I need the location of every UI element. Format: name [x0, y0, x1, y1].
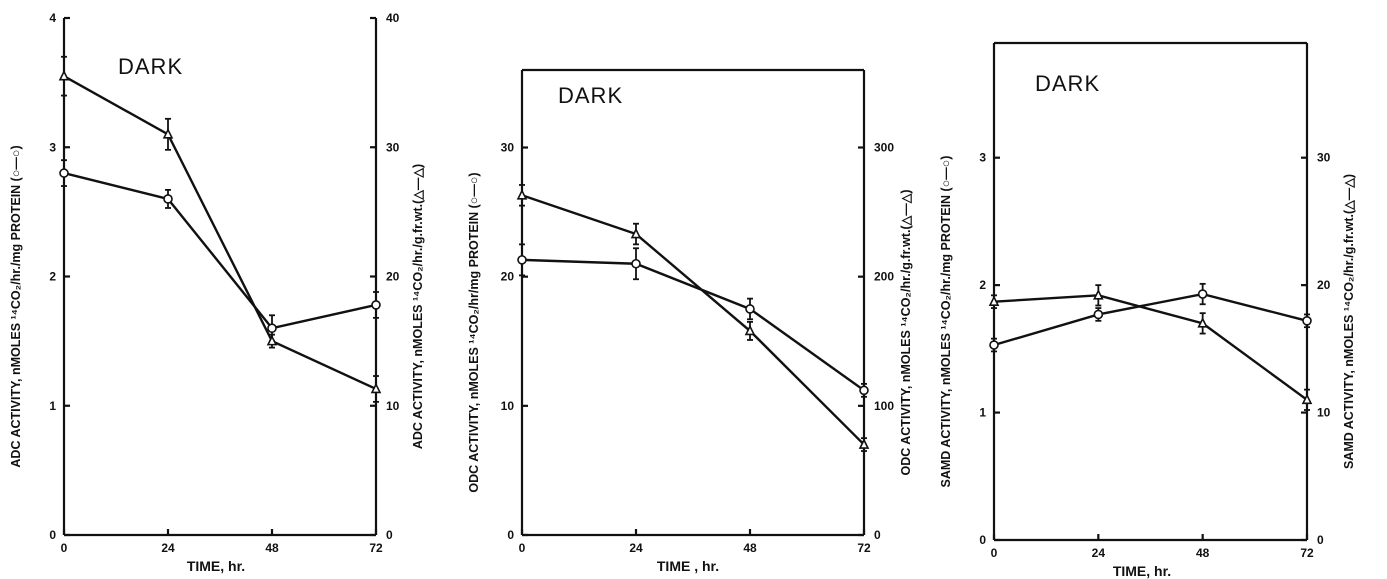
- y-left-tick-label: 4: [49, 11, 56, 25]
- y-right-tick-label: 20: [386, 270, 400, 284]
- x-tick-label: 48: [265, 541, 279, 555]
- y-left-tick-label: 1: [979, 406, 986, 420]
- triangle-series-line: [521, 194, 865, 446]
- x-tick-label: 72: [857, 541, 871, 555]
- y-left-tick-label: 10: [501, 399, 515, 413]
- y-right-tick-label: 10: [1317, 406, 1331, 420]
- y-left-axis-title: ODC ACTIVITY, nMOLES ¹⁴CO₂/hr/mg PROTEIN…: [467, 172, 481, 492]
- y-left-tick-label: 2: [979, 278, 986, 292]
- triangle-marker: [370, 382, 382, 394]
- x-tick-label: 48: [1196, 546, 1210, 560]
- circle-series-line: [993, 292, 1308, 347]
- x-axis-title: TIME , hr.: [657, 558, 719, 574]
- x-tick-label: 0: [519, 541, 526, 555]
- y-right-tick-label: 0: [874, 528, 881, 542]
- triangle-marker: [1093, 289, 1104, 300]
- circle-marker: [1197, 289, 1208, 299]
- circle-marker: [163, 194, 173, 204]
- x-tick-label: 48: [743, 541, 757, 555]
- y-right-tick-label: 10: [386, 399, 400, 413]
- circle-series-line: [521, 258, 865, 392]
- panel-label: DARK: [1035, 71, 1100, 96]
- triangle-series-line: [993, 294, 1308, 401]
- y-right-axis-title: ODC ACTIVITY, nMOLES ¹⁴CO₂/hr./g.fr.wt.(…: [899, 189, 913, 475]
- triangle-marker: [58, 69, 70, 81]
- circle-marker: [1093, 309, 1104, 320]
- triangle-marker: [162, 128, 174, 139]
- circle-marker: [267, 323, 277, 334]
- y-left-tick-label: 3: [49, 140, 56, 154]
- y-right-tick-label: 30: [386, 140, 400, 154]
- circle-marker: [1302, 316, 1312, 326]
- y-right-tick-label: 0: [1317, 533, 1324, 547]
- triangle-marker: [266, 334, 278, 346]
- y-left-tick-label: 1: [49, 399, 56, 413]
- y-right-tick-label: 100: [874, 399, 894, 413]
- y-right-tick-label: 200: [874, 270, 894, 284]
- x-axis-title: TIME, hr.: [187, 558, 245, 574]
- triangle-marker: [988, 295, 1000, 306]
- x-tick-label: 0: [61, 541, 68, 555]
- panel-label: DARK: [558, 83, 623, 108]
- x-tick-label: 0: [991, 546, 998, 560]
- x-tick-label: 24: [161, 541, 175, 555]
- circle-marker: [859, 385, 869, 396]
- y-right-tick-label: 40: [386, 11, 400, 25]
- y-left-tick-label: 20: [501, 270, 515, 284]
- y-right-tick-label: 300: [874, 141, 894, 155]
- x-tick-label: 72: [369, 541, 383, 555]
- y-right-tick-label: 20: [1317, 278, 1331, 292]
- y-left-axis-title: SAMD ACTIVITY, nMOLES ¹⁴CO₂/hr./mg PROTE…: [939, 156, 953, 488]
- circle-marker: [517, 255, 527, 265]
- circle-series-line: [63, 171, 377, 330]
- y-left-tick-label: 30: [501, 141, 515, 155]
- circle-marker: [371, 300, 381, 310]
- x-tick-label: 24: [629, 541, 643, 555]
- y-right-axis-title: ADC ACTIVITY, nMOLES ¹⁴CO₂/hr./g.fr.wt.(…: [411, 164, 425, 449]
- y-right-tick-label: 0: [386, 528, 393, 542]
- y-left-tick-label: 0: [507, 528, 514, 542]
- y-left-tick-label: 0: [979, 533, 986, 547]
- x-axis-title: TIME, hr.: [1113, 563, 1171, 579]
- panel-label: DARK: [118, 54, 183, 79]
- y-left-tick-label: 3: [979, 151, 986, 165]
- circle-marker: [745, 304, 755, 314]
- triangle-marker: [858, 438, 870, 449]
- circle-marker: [989, 340, 999, 350]
- y-right-tick-label: 30: [1317, 151, 1331, 165]
- y-right-axis-title: SAMD ACTIVITY, nMOLES ¹⁴CO₂/hr./g.fr.wt.…: [1342, 174, 1356, 469]
- y-left-tick-label: 2: [49, 270, 56, 284]
- triangle-series-line: [63, 75, 377, 391]
- triangle-marker: [744, 324, 756, 336]
- triangle-marker: [1197, 317, 1208, 328]
- x-tick-label: 72: [1300, 546, 1314, 560]
- circle-marker: [631, 258, 641, 269]
- y-left-tick-label: 0: [49, 528, 56, 542]
- y-left-axis-title: ADC ACTIVITY, nMOLES ¹⁴CO₂/hr./mg PROTEI…: [9, 145, 23, 467]
- circle-marker: [59, 168, 69, 178]
- triangle-marker: [630, 227, 642, 239]
- triangle-marker: [1301, 393, 1313, 405]
- x-tick-label: 24: [1092, 546, 1106, 560]
- triangle-marker: [516, 189, 528, 200]
